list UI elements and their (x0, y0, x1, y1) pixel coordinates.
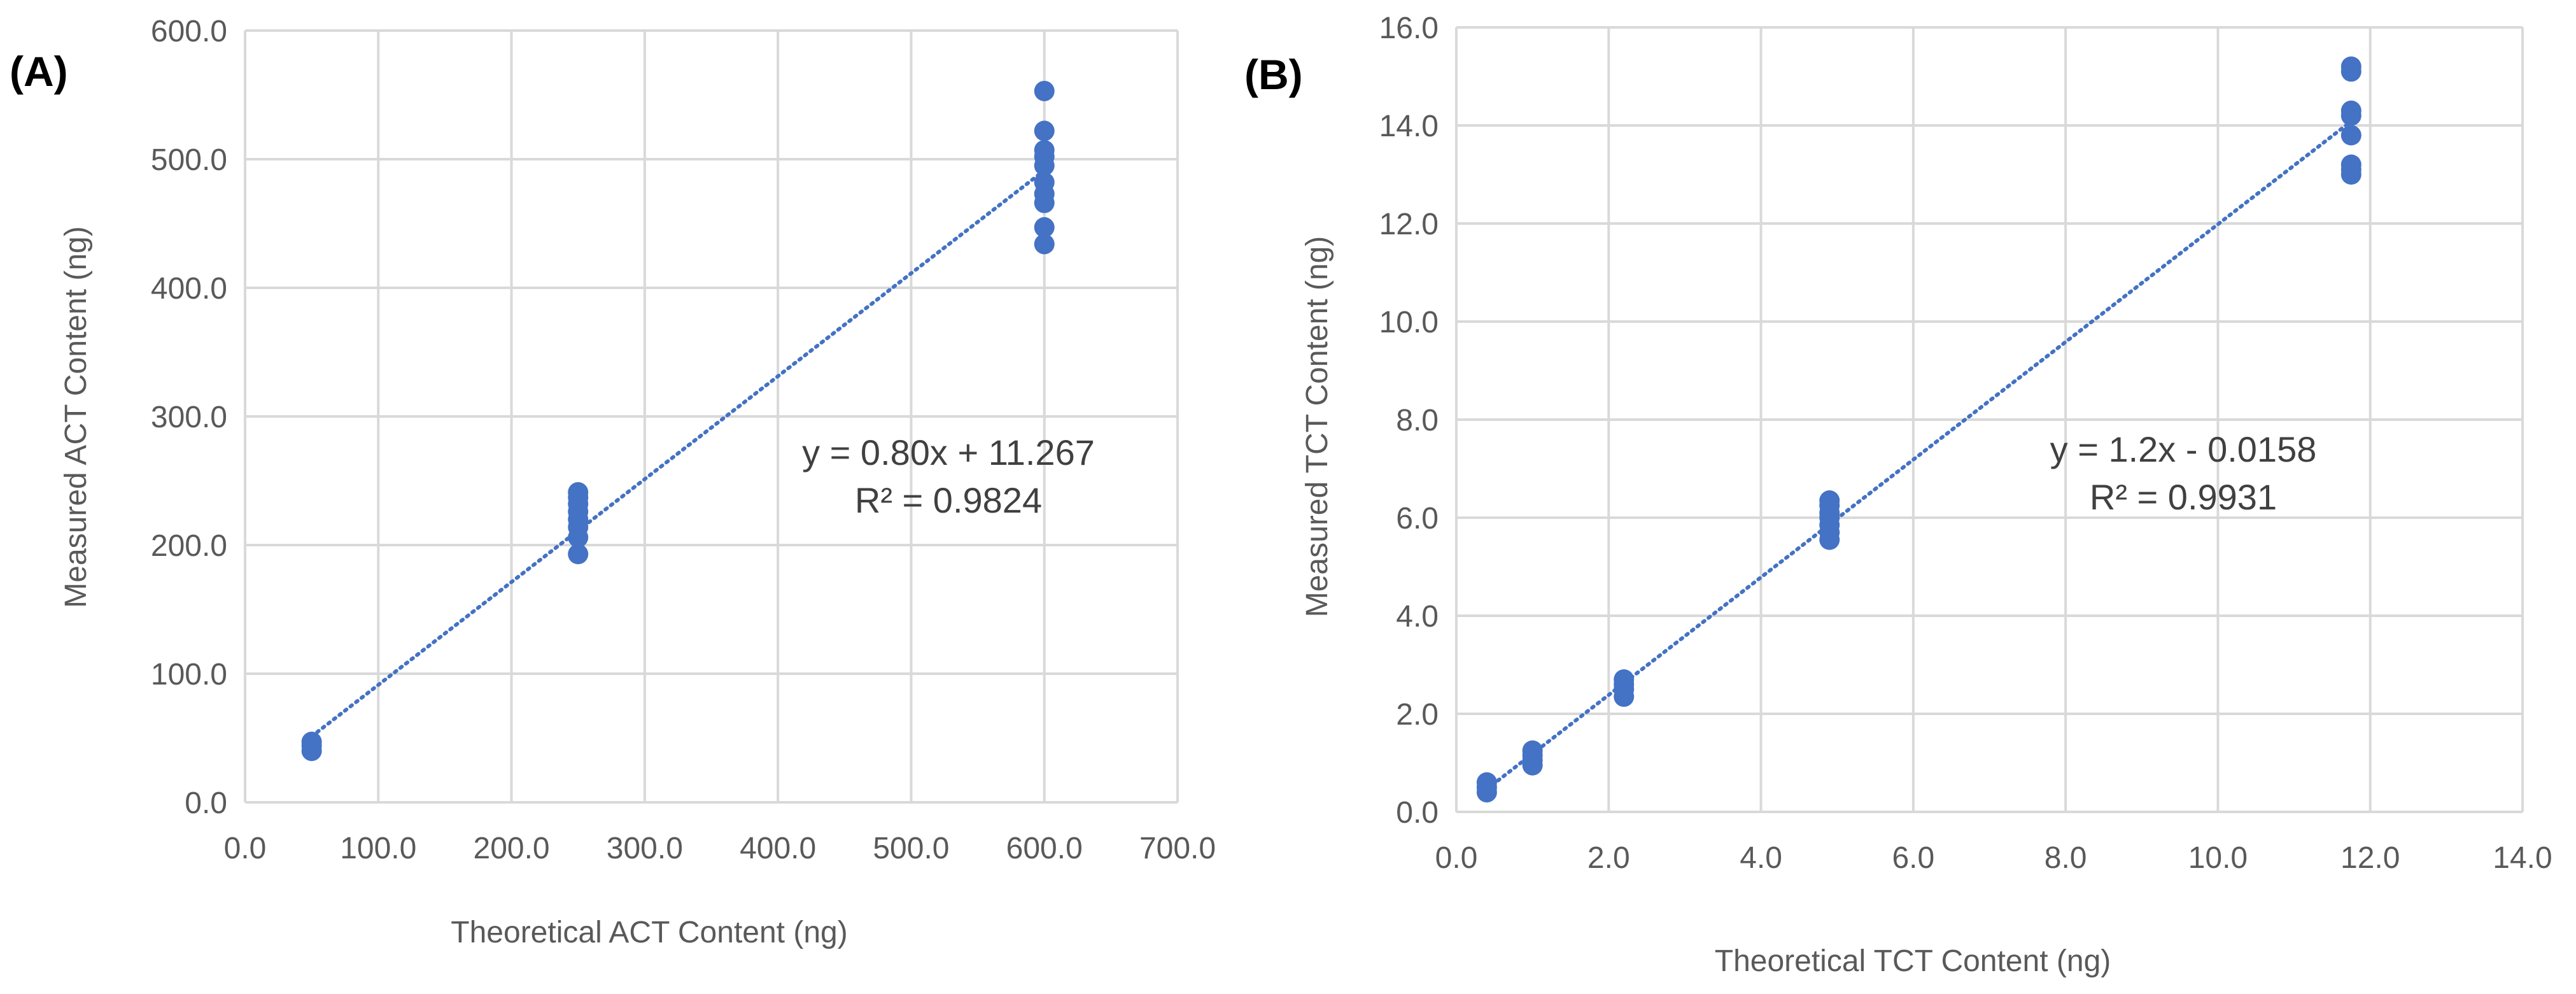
trendline (309, 168, 1046, 739)
x-tick-label: 14.0 (2493, 841, 2552, 875)
panel-label: (B) (1244, 51, 1303, 98)
y-tick-label: 16.0 (1379, 11, 1439, 45)
y-tick-label: 100.0 (151, 658, 227, 692)
x-tick-label: 6.0 (1892, 841, 1934, 875)
y-tick-label: 6.0 (1396, 502, 1439, 536)
data-point (568, 482, 589, 503)
x-tick-label: 4.0 (1740, 841, 1782, 875)
y-tick-label: 8.0 (1396, 404, 1439, 437)
data-point (1034, 172, 1055, 193)
chart-panel-b: 0.0 2.0 4.0 6.0 8.0 10.0 12.0 14.0 0.0 2.0 4.0 6.0 8… (1244, 11, 2552, 978)
data-point (2340, 125, 2361, 146)
trendline-equation: y = 0.80x + 11.267 (802, 432, 1095, 472)
y-tick-label: 12.0 (1379, 208, 1439, 241)
data-point (1819, 490, 1840, 511)
y-tick-label: 4.0 (1396, 600, 1439, 634)
y-tick-label: 2.0 (1396, 698, 1439, 732)
x-tick-label: 600.0 (1006, 832, 1083, 865)
y-tick-label: 600.0 (151, 15, 227, 48)
y-axis-title: Measured TCT Content (ng) (1300, 236, 1334, 618)
x-tick-label: 200.0 (474, 832, 550, 865)
x-axis-title: Theoretical ACT Content (ng) (451, 916, 847, 949)
trendline-equation: y = 1.2x - 0.0158 (2050, 429, 2317, 469)
data-point (2340, 56, 2361, 77)
data-point (1034, 139, 1055, 160)
y-axis-title: Measured ACT Content (ng) (59, 226, 93, 607)
x-axis-title: Theoretical TCT Content (ng) (1715, 944, 2111, 978)
y-tick-label: 0.0 (185, 786, 227, 820)
data-point (1034, 234, 1055, 255)
x-tick-label: 0.0 (1435, 841, 1478, 875)
data-point (1614, 669, 1635, 690)
data-point (1476, 772, 1497, 793)
data-point (2340, 154, 2361, 175)
data-point (568, 544, 589, 565)
x-tick-label: 400.0 (740, 832, 816, 865)
y-tick-label: 300.0 (151, 401, 227, 434)
chart-panel-a: 0.0 100.0 200.0 300.0 400.0 500.0 600.0 700.0 0.… (10, 15, 1216, 949)
r-squared-label: R² = 0.9824 (855, 480, 1042, 520)
data-point (1522, 740, 1543, 761)
y-tick-label: 500.0 (151, 143, 227, 177)
y-tick-label: 10.0 (1379, 306, 1439, 339)
x-tick-label: 500.0 (873, 832, 949, 865)
x-tick-label: 0.0 (224, 832, 267, 865)
y-tick-label: 0.0 (1396, 796, 1439, 830)
x-tick-label: 8.0 (2045, 841, 2087, 875)
x-tick-label: 10.0 (2188, 841, 2248, 875)
data-point (1034, 80, 1055, 101)
x-tick-label: 100.0 (340, 832, 416, 865)
r-squared-label: R² = 0.9931 (2090, 477, 2277, 517)
x-tick-label: 12.0 (2340, 841, 2400, 875)
y-tick-label: 400.0 (151, 272, 227, 306)
x-tick-label: 700.0 (1139, 832, 1216, 865)
x-tick-label: 300.0 (607, 832, 683, 865)
data-point (2340, 100, 2361, 121)
y-tick-label: 200.0 (151, 529, 227, 563)
data-point (1034, 217, 1055, 238)
x-tick-label: 2.0 (1587, 841, 1630, 875)
panel-label: (A) (10, 48, 68, 95)
data-point (301, 732, 322, 753)
y-tick-label: 14.0 (1379, 110, 1439, 143)
data-point (1034, 120, 1055, 141)
